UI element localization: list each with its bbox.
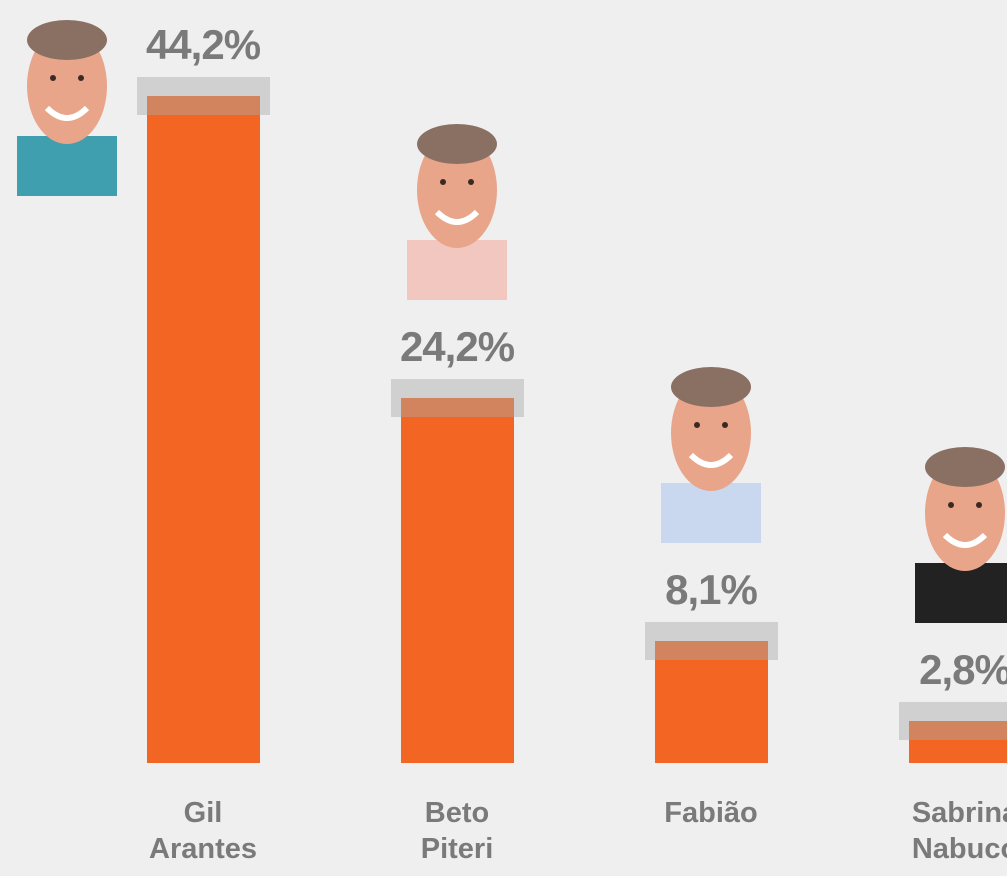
category-label: Sabrina Nabuco: [911, 797, 1007, 865]
bar: [908, 720, 1007, 763]
portrait: [17, 20, 117, 196]
category-label: Fabião: [664, 797, 758, 829]
category-label: Beto Piteri: [420, 797, 494, 865]
bar-cap: [390, 378, 524, 417]
portrait: [407, 123, 507, 300]
portrait: [661, 366, 761, 543]
bar-cap: [644, 621, 778, 660]
bar-cap: [136, 76, 270, 115]
bar: [146, 95, 260, 763]
bar: [400, 397, 514, 763]
portrait: [915, 446, 1007, 623]
value-label: 8,1%: [665, 565, 758, 613]
bar: [654, 640, 768, 763]
bar-cap: [898, 701, 1007, 740]
value-label: 44,2%: [145, 20, 261, 68]
category-label: Gil Arantes: [149, 797, 257, 865]
value-label: 2,8%: [919, 645, 1007, 693]
value-label: 24,2%: [399, 322, 515, 370]
